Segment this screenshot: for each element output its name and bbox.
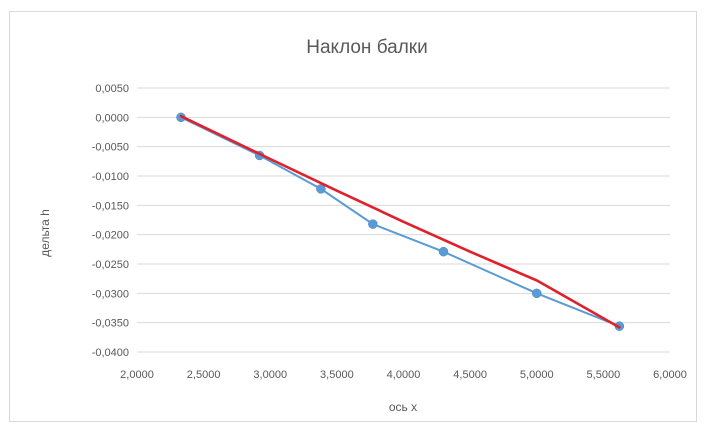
x-tick-label: 3,0000 [253, 369, 287, 381]
data-point [368, 219, 378, 229]
gridlines [137, 87, 670, 353]
x-tick-label: 5,5000 [587, 369, 621, 381]
y-tick-label: 0,0000 [95, 112, 129, 124]
x-tick-labels: 2,0000 2,5000 3,0000 3,5000 4,0000 4,5000 5,00… [120, 369, 687, 381]
series-layer [176, 112, 625, 331]
y-tick-label: 0,0050 [95, 83, 129, 95]
x-tick-label: 2,5000 [187, 369, 221, 381]
trendline [179, 114, 621, 329]
x-tick-label: 2,0000 [120, 369, 154, 381]
y-tick-label: -0,0350 [92, 318, 129, 330]
x-tick-label: 5,0000 [520, 369, 554, 381]
x-tick-label: 4,0000 [387, 369, 421, 381]
y-tick-label: -0,0250 [92, 259, 129, 271]
y-tick-label: -0,0300 [92, 288, 129, 300]
x-tick-label: 4,5000 [453, 369, 487, 381]
data-point [532, 288, 542, 299]
y-tick-label: -0,0150 [92, 200, 129, 212]
chart-title: Наклон балки [306, 37, 427, 58]
chart-frame [9, 11, 697, 422]
x-tick-label: 3,5000 [320, 369, 354, 381]
y-tick-label: -0,0200 [92, 230, 129, 242]
y-axis-title: дельта h [38, 209, 52, 257]
x-axis-title: ось x [389, 400, 417, 414]
y-tick-label: -0,0400 [92, 347, 129, 359]
trendline-layer [179, 114, 621, 329]
y-tick-label: -0,0100 [92, 171, 129, 183]
y-tick-labels: 0,0050 0,0000 -0,0050 -0,0100 -0,0150 -0,0200… [92, 83, 129, 359]
x-tick-label: 6,0000 [653, 369, 687, 381]
y-tick-label: -0,0050 [92, 142, 129, 154]
data-point [438, 246, 449, 257]
